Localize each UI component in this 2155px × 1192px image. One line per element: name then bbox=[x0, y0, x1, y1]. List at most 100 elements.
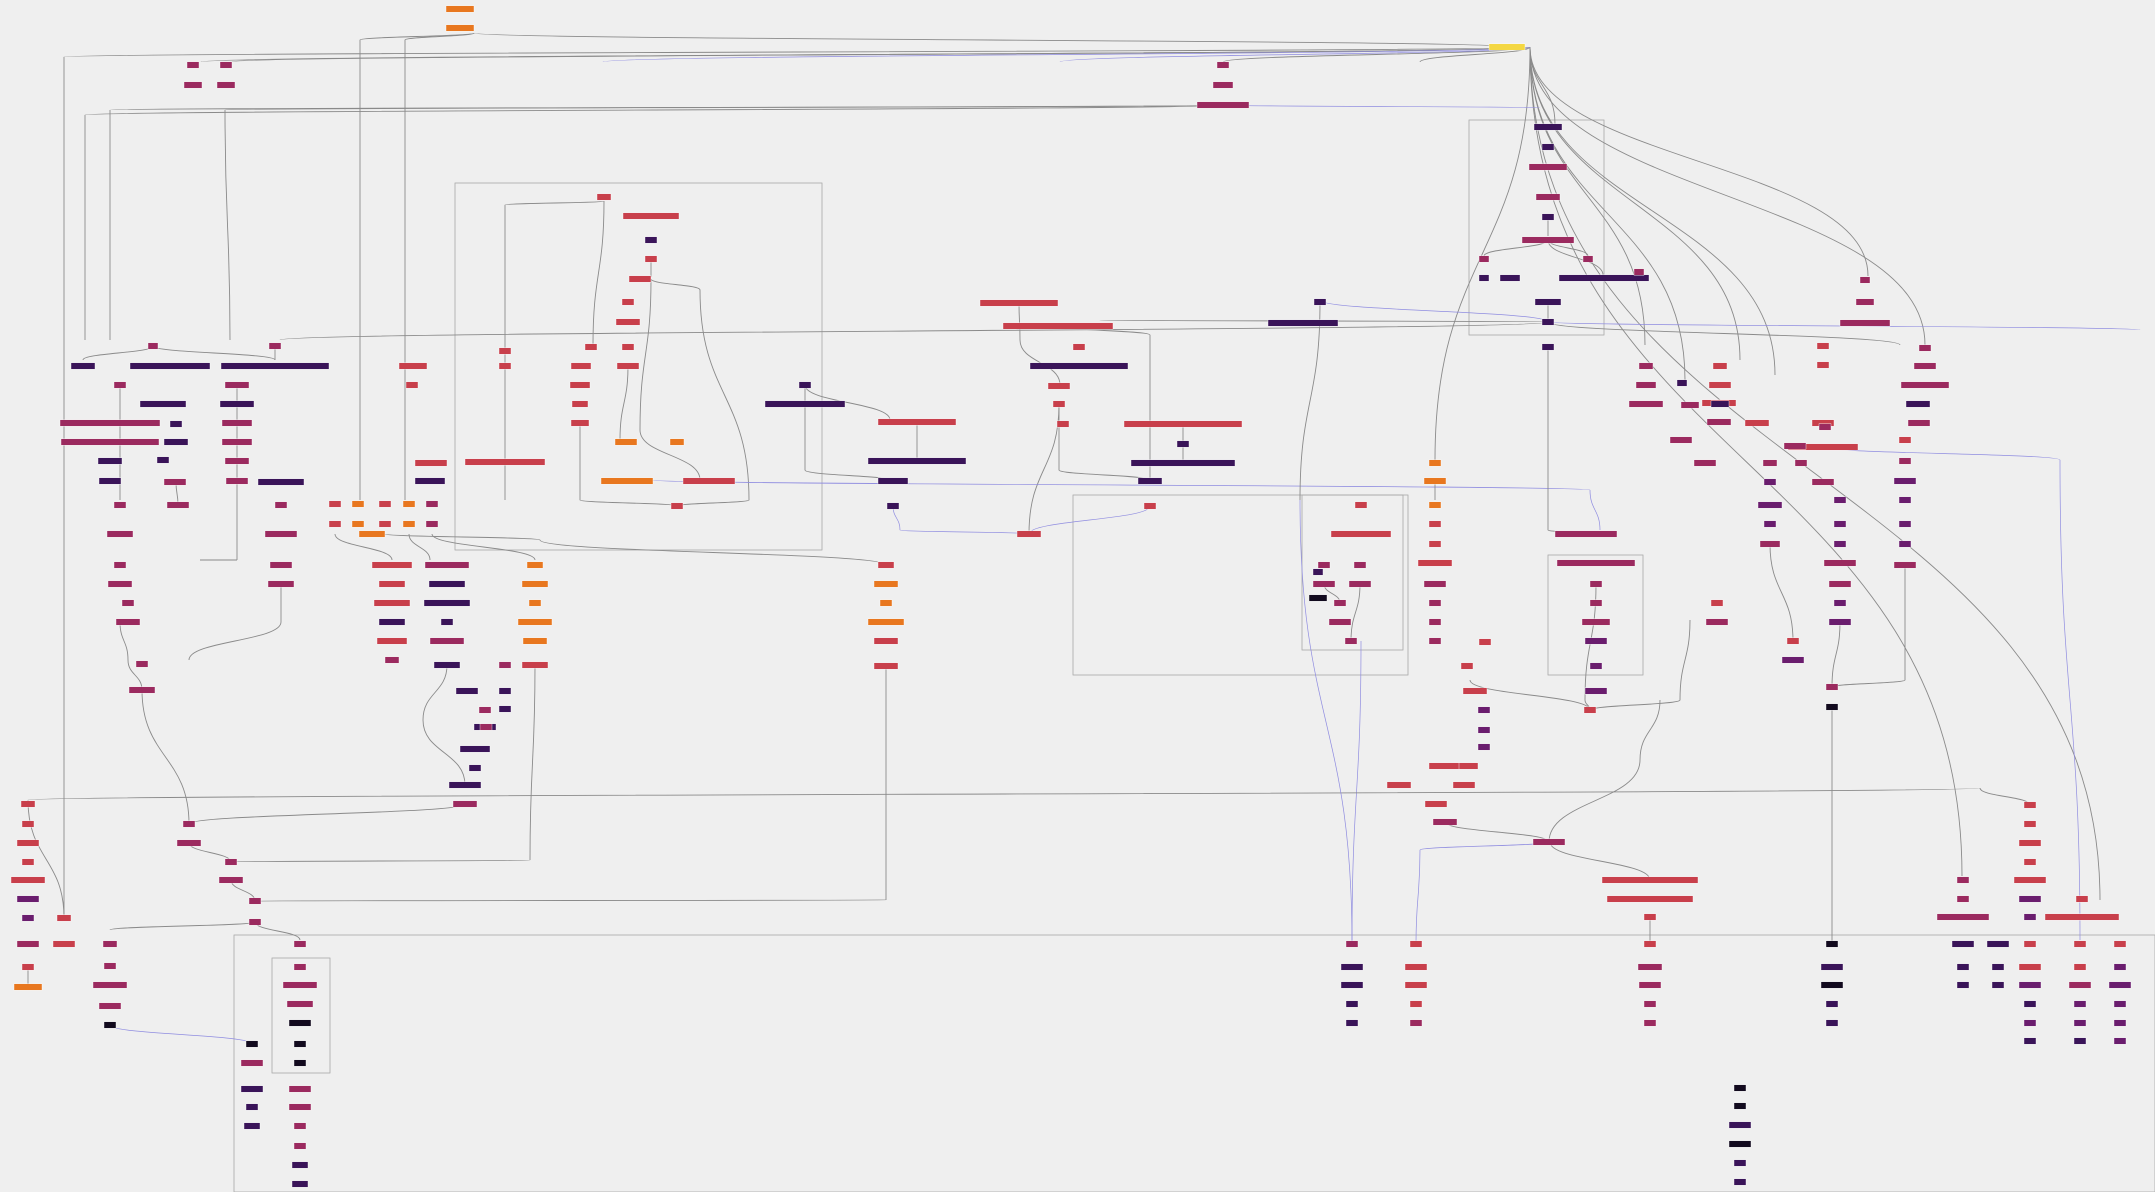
graph-node-violet[interactable] bbox=[423, 599, 471, 607]
graph-node-red[interactable] bbox=[414, 459, 448, 467]
graph-node-orange[interactable] bbox=[358, 530, 386, 538]
graph-node-violet[interactable] bbox=[1991, 963, 2005, 971]
graph-node-purple[interactable] bbox=[1757, 501, 1783, 509]
graph-node-red[interactable] bbox=[1056, 420, 1070, 428]
graph-node-orange[interactable] bbox=[614, 438, 638, 446]
graph-node-magenta[interactable] bbox=[1936, 913, 1990, 921]
graph-node-purple[interactable] bbox=[1898, 540, 1912, 548]
graph-node-violet[interactable] bbox=[163, 438, 189, 446]
graph-node-violet[interactable] bbox=[1340, 981, 1364, 989]
graph-node-magenta[interactable] bbox=[102, 940, 118, 948]
graph-node-purple[interactable] bbox=[2113, 963, 2127, 971]
graph-node-red[interactable] bbox=[2044, 913, 2120, 921]
graph-node-magenta[interactable] bbox=[103, 962, 117, 970]
graph-node-orange[interactable] bbox=[445, 5, 475, 13]
graph-node-magenta[interactable] bbox=[106, 530, 134, 538]
graph-node-magenta[interactable] bbox=[425, 520, 439, 528]
graph-node-magenta[interactable] bbox=[264, 530, 298, 538]
graph-node-red[interactable] bbox=[2013, 876, 2047, 884]
graph-node-magenta[interactable] bbox=[274, 501, 288, 509]
graph-node-purple[interactable] bbox=[1833, 599, 1847, 607]
graph-node-magenta[interactable] bbox=[107, 580, 133, 588]
graph-node-red[interactable] bbox=[1462, 687, 1488, 695]
graph-node-magenta[interactable] bbox=[1794, 459, 1808, 467]
graph-node-magenta[interactable] bbox=[1669, 436, 1693, 444]
graph-node-violet[interactable] bbox=[1676, 379, 1688, 387]
graph-node-black[interactable] bbox=[1820, 981, 1844, 989]
graph-node-violet[interactable] bbox=[1541, 343, 1555, 351]
graph-node-magenta[interactable] bbox=[2068, 981, 2092, 989]
graph-node-purple[interactable] bbox=[1833, 540, 1847, 548]
graph-node-black[interactable] bbox=[1728, 1140, 1752, 1148]
graph-node-magenta[interactable] bbox=[293, 1122, 307, 1130]
graph-node-purple[interactable] bbox=[2108, 981, 2132, 989]
graph-node-red[interactable] bbox=[378, 520, 392, 528]
graph-node-violet[interactable] bbox=[1956, 963, 1970, 971]
graph-node-magenta[interactable] bbox=[1839, 319, 1891, 327]
graph-node-red[interactable] bbox=[1354, 501, 1368, 509]
graph-node-magenta[interactable] bbox=[1855, 298, 1875, 306]
graph-node-red[interactable] bbox=[615, 318, 641, 326]
graph-node-violet[interactable] bbox=[1345, 1000, 1359, 1008]
graph-node-purple[interactable] bbox=[1589, 662, 1603, 670]
graph-node-violet[interactable] bbox=[428, 580, 466, 588]
graph-node-red[interactable] bbox=[670, 502, 684, 510]
graph-node-black[interactable] bbox=[103, 1021, 117, 1029]
graph-node-red[interactable] bbox=[644, 255, 658, 263]
graph-node-red[interactable] bbox=[570, 362, 592, 370]
graph-node-magenta[interactable] bbox=[1705, 618, 1729, 626]
graph-node-red[interactable] bbox=[52, 940, 76, 948]
graph-node-magenta[interactable] bbox=[1348, 580, 1372, 588]
graph-node-violet[interactable] bbox=[798, 381, 812, 389]
graph-node-magenta[interactable] bbox=[1216, 61, 1230, 69]
graph-node-red[interactable] bbox=[1424, 800, 1448, 808]
graph-node-violet[interactable] bbox=[1340, 963, 1364, 971]
graph-node-red[interactable] bbox=[371, 561, 413, 569]
graph-node-magenta[interactable] bbox=[1333, 599, 1347, 607]
graph-node-violet[interactable] bbox=[1499, 274, 1521, 282]
graph-node-purple[interactable] bbox=[2023, 913, 2037, 921]
graph-node-violet[interactable] bbox=[1825, 1000, 1839, 1008]
graph-node-violet[interactable] bbox=[1176, 440, 1190, 448]
graph-node-red[interactable] bbox=[1816, 361, 1830, 369]
graph-node-purple[interactable] bbox=[2073, 1019, 2087, 1027]
graph-node-orange[interactable] bbox=[873, 580, 899, 588]
graph-node-red[interactable] bbox=[1744, 419, 1770, 427]
graph-node-red[interactable] bbox=[10, 876, 46, 884]
graph-node-orange[interactable] bbox=[517, 618, 553, 626]
graph-node-magenta[interactable] bbox=[1693, 459, 1717, 467]
graph-node-violet[interactable] bbox=[98, 477, 122, 485]
graph-node-yellow[interactable] bbox=[1488, 43, 1526, 51]
graph-node-purple[interactable] bbox=[1781, 656, 1805, 664]
graph-node-violet[interactable] bbox=[1345, 1019, 1359, 1027]
graph-node-black[interactable] bbox=[1308, 594, 1328, 602]
graph-node-magenta[interactable] bbox=[1811, 478, 1835, 486]
graph-node-violet[interactable] bbox=[1733, 1178, 1747, 1186]
graph-node-violet[interactable] bbox=[867, 457, 967, 465]
graph-node-magenta[interactable] bbox=[1893, 561, 1917, 569]
graph-node-violet[interactable] bbox=[1991, 981, 2005, 989]
graph-node-magenta[interactable] bbox=[1196, 101, 1250, 109]
graph-node-red[interactable] bbox=[464, 458, 546, 466]
graph-node-red[interactable] bbox=[2023, 940, 2037, 948]
graph-node-red[interactable] bbox=[1460, 662, 1474, 670]
graph-node-red[interactable] bbox=[1708, 381, 1732, 389]
graph-node-red[interactable] bbox=[682, 477, 736, 485]
graph-node-violet[interactable] bbox=[257, 478, 305, 486]
graph-node-violet[interactable] bbox=[243, 1122, 261, 1130]
graph-node-magenta[interactable] bbox=[1528, 163, 1568, 171]
graph-node-violet[interactable] bbox=[468, 764, 482, 772]
graph-node-red[interactable] bbox=[1072, 343, 1086, 351]
graph-node-red[interactable] bbox=[1786, 637, 1800, 645]
graph-node-red[interactable] bbox=[2023, 820, 2037, 828]
graph-node-magenta[interactable] bbox=[498, 661, 512, 669]
graph-node-red[interactable] bbox=[1052, 400, 1066, 408]
graph-node-violet[interactable] bbox=[156, 456, 170, 464]
graph-node-magenta[interactable] bbox=[163, 478, 187, 486]
graph-node-red[interactable] bbox=[1816, 342, 1830, 350]
graph-node-violet[interactable] bbox=[644, 236, 658, 244]
graph-node-orange[interactable] bbox=[445, 24, 475, 32]
graph-node-magenta[interactable] bbox=[425, 500, 439, 508]
graph-node-magenta[interactable] bbox=[1409, 1019, 1423, 1027]
graph-node-magenta[interactable] bbox=[293, 940, 307, 948]
